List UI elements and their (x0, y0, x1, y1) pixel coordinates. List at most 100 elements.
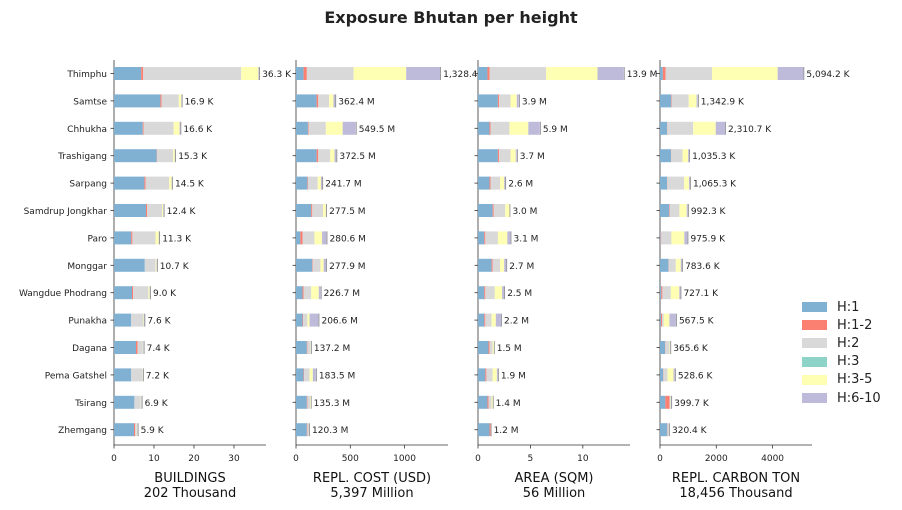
bar-total-label: 3.0 M (512, 207, 537, 217)
bar-segment-h-3-5 (162, 204, 164, 217)
bar-segment-h-1 (478, 67, 488, 80)
bar-segment-h-2 (490, 176, 501, 190)
bar-segment-h-2 (486, 368, 493, 382)
bar-total-label: 14.5 K (175, 180, 205, 190)
bar-segment-h-1 (296, 368, 304, 382)
x-tick-label: 0 (475, 454, 481, 464)
bar-segment-h-6-10 (688, 149, 690, 163)
x-axis-total-label: 18,456 Thousand (679, 486, 792, 501)
bar-total-label: 727.1 K (683, 289, 719, 299)
bar-segment-h-6-10 (179, 121, 181, 135)
x-axis-label: AREA (SQM) (514, 471, 593, 486)
bar-segment-h-1-2 (132, 286, 134, 300)
bar-segment-h-3-5 (663, 313, 670, 327)
bar-total-label: 2.6 M (508, 180, 533, 190)
bar-segment-h-1-2 (142, 121, 144, 135)
bar-segment-h-2 (661, 231, 672, 245)
bar-segment-h-1-2 (300, 231, 303, 245)
bar-total-label: 5.9 M (543, 125, 568, 135)
bar-total-label: 1,065.3 K (693, 180, 737, 190)
bar-segment-h-3-5 (329, 94, 334, 108)
bar-segment-h-2 (318, 149, 331, 163)
legend: H:1 H:1-2 H:2 H:3 H:3-5 H:6-10 (802, 298, 881, 407)
bar-segment-h-1 (478, 121, 490, 135)
bar-segment-h-2 (145, 176, 170, 190)
bar-segment-h-6-10 (333, 94, 336, 108)
bar-total-label: 1,035.3 K (692, 152, 736, 162)
bar-segment-h-3-5 (314, 231, 323, 245)
bar-segment-h-3-5 (669, 341, 671, 354)
bar-segment-h-1 (296, 341, 307, 354)
bar-segment-h-2 (667, 176, 685, 190)
bar-total-label: 135.3 M (314, 399, 350, 409)
legend-label: H:2 (837, 335, 860, 351)
y-tick-label: Paro (87, 234, 107, 244)
bar-total-label: 320.4 K (672, 426, 708, 436)
bar-total-label: 1,328.4 (443, 70, 478, 80)
bar-segment-h-1-2 (306, 341, 308, 354)
bar-segment-h-6-10 (680, 258, 683, 272)
bar-segment-h-1-2 (484, 231, 486, 245)
bar-segment-h-2 (668, 258, 676, 272)
bar-segment-h-3-5 (688, 94, 697, 108)
bar-total-label: 3.9 M (522, 97, 547, 107)
bar-total-label: 16.9 K (185, 97, 215, 107)
bar-segment-h-1 (296, 231, 301, 245)
bar-segment-h-2 (669, 204, 680, 217)
bar-segment-h-3-5 (500, 176, 505, 190)
bar-segment-h-2 (663, 368, 668, 382)
bar-segment-h-1-2 (307, 176, 308, 190)
bar-segment-h-2 (493, 204, 506, 217)
bar-segment-h-1-2 (141, 67, 144, 80)
bar-segment-h-2 (161, 94, 179, 108)
bar-total-label: 277.5 M (329, 207, 365, 217)
bar-total-label: 2.2 M (504, 317, 529, 327)
bar-segment-h-1 (296, 149, 317, 163)
bar-segment-h-3-5 (169, 176, 172, 190)
bar-segment-h-3-5 (309, 368, 313, 382)
x-tick-label: 5 (528, 454, 534, 464)
bar-segment-h-6-10 (673, 368, 675, 382)
bar-segment-h-1-2 (497, 94, 499, 108)
x-tick-label: 10 (577, 454, 589, 464)
bar-segment-h-6-10 (334, 149, 337, 163)
bar-segment-h-6-10 (318, 286, 321, 300)
bar-total-label: 7.6 K (147, 317, 171, 327)
legend-swatch (802, 374, 827, 385)
bar-segment-h-3-5 (693, 121, 716, 135)
bar-segment-h-3-5 (325, 121, 343, 135)
bar-total-label: 206.6 M (321, 317, 357, 327)
x-tick-label: 0 (293, 454, 299, 464)
bar-segment-h-1 (296, 258, 313, 272)
bar-segment-h-2 (671, 149, 683, 163)
bar-segment-h-1-2 (306, 423, 308, 437)
bar-segment-h-1-2 (662, 67, 666, 80)
bar-segment-h-1 (660, 176, 668, 190)
bar-segment-h-1 (296, 176, 308, 190)
bar-segment-h-1 (114, 149, 157, 163)
bar-total-label: 16.6 K (183, 125, 213, 135)
legend-label: H:3 (837, 354, 860, 370)
x-tick-label: 4000 (761, 454, 784, 464)
bar-segment-h-1-2 (484, 286, 486, 300)
bar-segment-h-1 (114, 94, 161, 108)
bar-total-label: 1.9 M (501, 371, 526, 381)
bar-segment-h-1 (478, 204, 493, 217)
bar-segment-h-6-10 (528, 121, 540, 135)
bar-segment-h-2 (489, 67, 547, 80)
bar-segment-h-1-2 (160, 94, 162, 108)
bar-segment-h-2 (488, 395, 492, 409)
bar-segment-h-2 (492, 258, 501, 272)
bar-segment-h-1 (114, 341, 136, 354)
bar-segment-h-3-5 (311, 286, 319, 300)
bar-segment-h-2 (144, 258, 156, 272)
bar-segment-h-3-5 (671, 231, 685, 245)
bar-segment-h-1-2 (660, 231, 662, 245)
bar-segment-h-1 (660, 368, 664, 382)
bar-total-label: 2.5 M (507, 289, 532, 299)
bar-total-label: 362.4 M (338, 97, 374, 107)
y-tick-label: Samdrup Jongkhar (24, 207, 108, 217)
bar-total-label: 5.9 K (141, 426, 165, 436)
y-tick-label: Sarpang (69, 180, 107, 190)
bar-segment-h-2 (132, 231, 156, 245)
